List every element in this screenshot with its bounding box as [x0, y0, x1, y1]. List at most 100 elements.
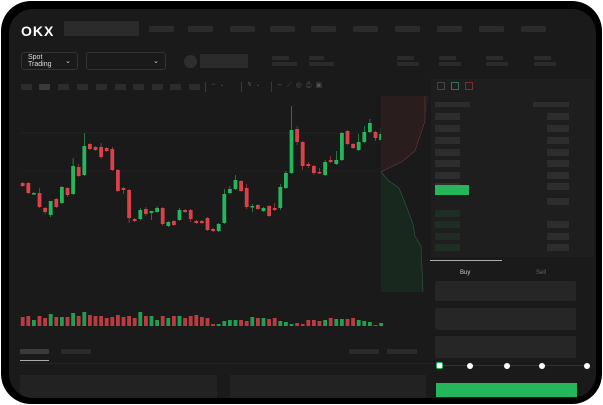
book-bids-icon[interactable] [451, 82, 459, 90]
timeframe-button[interactable] [152, 84, 163, 90]
slider-stop-75[interactable] [539, 363, 545, 369]
candle [289, 130, 294, 173]
volume-bar [93, 316, 98, 326]
order-price[interactable] [435, 149, 460, 156]
nav-item[interactable] [395, 26, 420, 32]
book-both-icon[interactable] [437, 82, 445, 90]
indicator-icon[interactable]: ∽ ⌄ [211, 82, 225, 88]
candle [306, 164, 311, 166]
volume-bar [289, 324, 294, 326]
timeframe-button-active[interactable] [39, 84, 50, 90]
pair-selector[interactable]: ⌄ [86, 52, 166, 70]
nav-item[interactable] [479, 26, 504, 32]
candle [99, 147, 103, 157]
candle [20, 183, 25, 186]
nav-item[interactable] [311, 26, 336, 32]
volume-bar [340, 319, 344, 326]
slider-stop-50[interactable] [504, 363, 510, 369]
buy-tab[interactable]: Buy [460, 270, 471, 276]
candle [132, 219, 137, 221]
nav-item[interactable] [437, 26, 462, 32]
order-price[interactable] [435, 160, 460, 167]
total-input[interactable] [435, 336, 576, 358]
candle [172, 221, 176, 225]
timeframe-button[interactable] [58, 84, 69, 90]
bottom-tab-active[interactable] [20, 349, 49, 354]
timeframe-button[interactable] [96, 84, 107, 90]
volume-bar [132, 318, 137, 326]
nav-item[interactable] [188, 26, 213, 32]
candle [32, 193, 36, 195]
stat-label [309, 56, 324, 60]
candle [278, 187, 283, 208]
candle [110, 149, 115, 170]
volume-bar [160, 316, 165, 326]
nav-item[interactable] [353, 26, 378, 32]
price-input[interactable] [435, 281, 576, 301]
sell-tab[interactable]: Sell [536, 270, 547, 276]
timeframe-button[interactable] [115, 84, 126, 90]
candlestick-chart[interactable] [9, 9, 389, 339]
timeframe-button[interactable] [170, 84, 181, 90]
order-amount [547, 233, 569, 240]
book-asks-icon[interactable] [465, 82, 473, 90]
candle [116, 170, 120, 191]
slider-stop-100[interactable] [584, 363, 590, 369]
candle [138, 210, 143, 219]
volume-bar [110, 317, 115, 326]
order-price[interactable] [435, 172, 460, 179]
order-price[interactable] [435, 233, 460, 240]
stat-value [486, 62, 508, 66]
bottom-tab[interactable] [61, 349, 91, 354]
okx-logo[interactable]: OKX [21, 23, 55, 39]
nav-item[interactable] [149, 26, 174, 32]
order-price[interactable] [435, 113, 460, 120]
amount-slider-track[interactable] [439, 365, 589, 366]
chevron-down-icon: ⌄ [153, 58, 159, 65]
slider-stop-25[interactable] [467, 363, 473, 369]
order-price[interactable] [435, 125, 460, 132]
candle [368, 123, 372, 132]
timeframe-button[interactable] [77, 84, 88, 90]
chart-tools-icons[interactable]: ∼⟋◎⎙▣ [277, 82, 327, 89]
order-price[interactable] [435, 210, 460, 217]
timeframe-button[interactable] [189, 84, 200, 90]
volume-bar [211, 324, 215, 326]
draw-tool-icon[interactable]: ↯ ⌄ [247, 82, 261, 88]
search-bar[interactable] [64, 21, 139, 36]
bottom-action[interactable] [387, 349, 417, 354]
market-selector[interactable]: Spot Trading ⌄ [21, 52, 78, 70]
candle [54, 199, 59, 207]
volume-bar [166, 318, 171, 326]
order-amount [547, 149, 569, 156]
nav-item[interactable] [230, 26, 255, 32]
volume-bar [194, 315, 199, 326]
stat-value [534, 62, 556, 66]
amount-input[interactable] [435, 308, 576, 330]
stat-label [486, 56, 503, 60]
candle [340, 133, 344, 160]
nav-item[interactable] [270, 26, 295, 32]
candle [328, 160, 333, 162]
bottom-action[interactable] [349, 349, 379, 354]
candle [194, 221, 199, 223]
last-price [435, 185, 469, 195]
stat-value [272, 62, 297, 66]
order-price[interactable] [435, 221, 460, 228]
buy-button[interactable] [436, 383, 577, 397]
candle [362, 132, 367, 142]
bottom-panel-left [20, 375, 217, 398]
candle [82, 146, 87, 175]
candle [166, 222, 171, 226]
slider-handle[interactable] [436, 362, 443, 369]
order-price[interactable] [435, 244, 460, 251]
nav-item[interactable] [521, 26, 546, 32]
order-price[interactable] [435, 137, 460, 144]
timeframe-button[interactable] [21, 84, 32, 90]
timeframe-button[interactable] [133, 84, 144, 90]
volume-bar [261, 318, 266, 326]
candle [216, 224, 221, 231]
candle [183, 210, 187, 212]
candle [71, 166, 75, 194]
